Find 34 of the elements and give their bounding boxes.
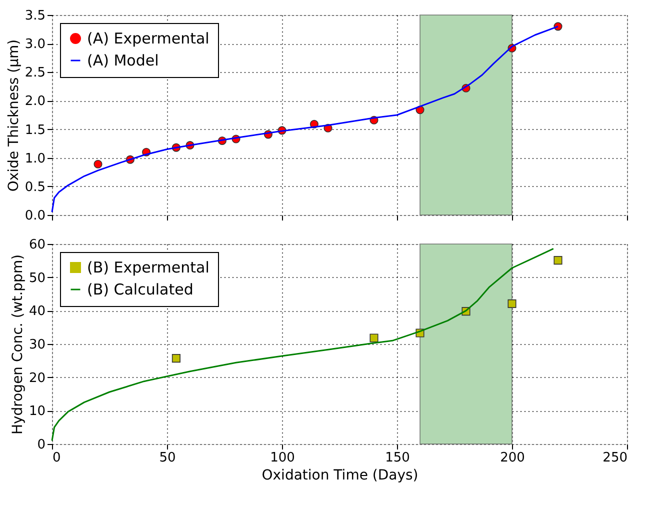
y-tick-label: 50	[28, 270, 46, 286]
legend-label: (B) Calculated	[87, 280, 194, 298]
point	[508, 299, 516, 308]
x-tick-label: 0	[52, 450, 61, 466]
y-tick-label: 3.0	[24, 37, 46, 52]
y-tick-label: 30	[28, 338, 46, 352]
point	[370, 334, 378, 342]
y-tick-label: 2.0	[24, 94, 46, 110]
y-tick-label: 0.5	[24, 180, 46, 195]
y-tick-label: 40	[28, 304, 46, 320]
y-axis-title: Oxide Thickness (μm)	[6, 39, 22, 192]
legend-label: (A) Expermental	[87, 30, 210, 48]
x-tick-label: 50	[159, 450, 176, 466]
y-tick-label: 20	[28, 370, 46, 386]
y-tick-label: 1.0	[24, 151, 46, 166]
x-tick-label: 200	[500, 450, 525, 466]
line-series	[51, 248, 554, 442]
y-tick-label: 2.5	[24, 66, 46, 81]
x-tick-label: 100	[270, 450, 295, 466]
y-tick-label: 1.5	[24, 122, 46, 138]
legend-label: (A) Model	[87, 52, 159, 70]
point	[172, 354, 180, 363]
y-tick-label: 60	[28, 238, 46, 252]
x-tick-label: 150	[385, 450, 410, 466]
legend-label: (B) Expermental	[87, 258, 210, 276]
y-tick-label: 0.0	[24, 208, 46, 224]
point	[554, 256, 562, 265]
y-tick-label: 3.5	[24, 8, 46, 24]
x-axis-title: Oxidation Time (Days)	[262, 468, 418, 484]
y-tick-label: 10	[28, 404, 46, 420]
x-tick-label: 250	[602, 450, 628, 466]
y-axis-title: Hydrogen Conc. (wt.ppm)	[10, 254, 26, 435]
point	[94, 160, 102, 168]
y-tick-label: 0	[37, 438, 46, 452]
